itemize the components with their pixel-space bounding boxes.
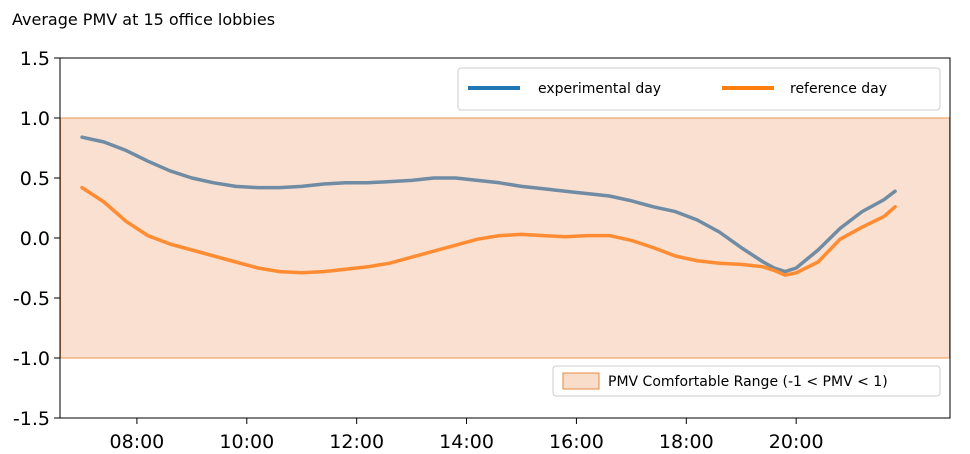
comfort-range-band <box>60 117 950 359</box>
legend-layer: experimental day reference day PMV Comfort… <box>457 67 941 397</box>
series-line-experimental-day <box>80 135 897 274</box>
series-layer <box>80 135 897 277</box>
x-tick-label: 14:00 <box>439 431 494 453</box>
legend-label-experimental-day: experimental day <box>538 81 661 97</box>
x-tick-label: 18:00 <box>659 431 714 453</box>
x-tick-label: 08:00 <box>110 431 165 453</box>
comfort-band-layer <box>60 117 950 359</box>
y-tick-label: 1.0 <box>20 108 50 130</box>
y-tick-label: -1.0 <box>13 348 50 370</box>
band-legend-box <box>552 365 941 397</box>
series-line-reference-day <box>80 185 897 277</box>
y-tick-label: -1.5 <box>13 408 50 430</box>
y-tick-label: 0.5 <box>20 168 50 190</box>
y-tick-label: 0.0 <box>20 228 50 250</box>
y-tick-label: 1.5 <box>20 48 50 70</box>
axes-layer: 1.5 1.0 0.5 0.0 -0.5 -1.0 -1.5 08:00 10:00 12:00 1… <box>13 48 951 453</box>
x-tick-label: 10:00 <box>219 431 274 453</box>
y-tick-label: -0.5 <box>13 288 50 310</box>
series-legend-box <box>457 67 941 111</box>
legend-label-reference-day: reference day <box>790 81 887 97</box>
x-tick-label: 16:00 <box>549 431 604 453</box>
band-legend-swatch <box>562 372 600 390</box>
x-tick-label: 12:00 <box>329 431 384 453</box>
x-tick-label: 20:00 <box>769 431 824 453</box>
chart-title: Average PMV at 15 office lobbies <box>12 10 276 29</box>
band-legend-label: PMV Comfortable Range (-1 < PMV < 1) <box>608 374 888 390</box>
